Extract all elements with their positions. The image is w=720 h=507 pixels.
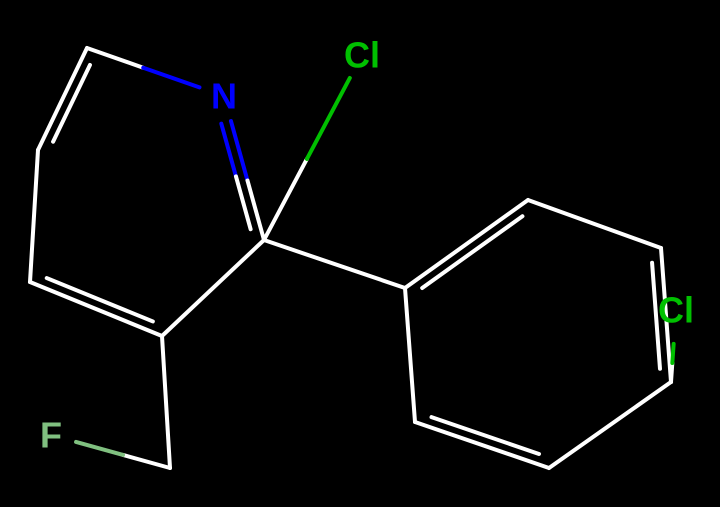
atom-cl: Cl bbox=[344, 35, 380, 76]
molecule-diagram: N Cl Cl F bbox=[0, 0, 720, 507]
atom-cl: Cl bbox=[658, 290, 694, 331]
atom-n: N bbox=[211, 76, 237, 117]
atom-f: F bbox=[40, 415, 62, 456]
